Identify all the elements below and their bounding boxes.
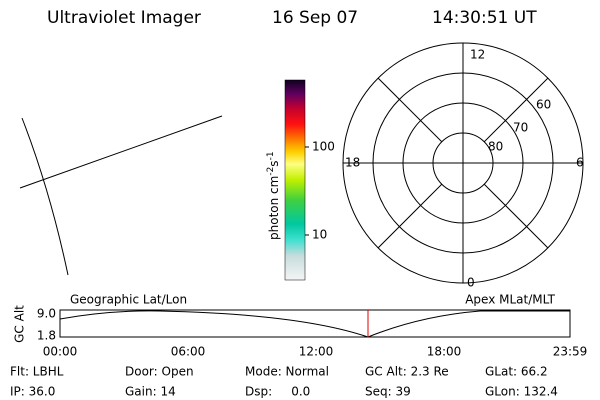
unit-text: photon cm [267,176,281,240]
status-field: Dsp: 0.0 [245,385,310,399]
unit-text: s [267,160,281,166]
time: 14:30:51 UT [432,8,537,28]
mlt-label: 18 [345,156,360,170]
time-tick-label: 23:59 [553,345,588,359]
timeline-axis-label: GC Alt [13,305,27,343]
title: Ultraviolet Imager [47,8,201,28]
geo-grid [19,115,223,276]
lat-label: 70 [513,121,528,135]
unit-exp: -2 [266,167,276,176]
status-field: Flt: LBHL [10,365,64,379]
time-tick-label: 12:00 [299,345,334,359]
status-field: Mode: Normal [245,365,329,379]
lat-label: 60 [536,98,551,112]
time-tick-label: 18:00 [427,345,462,359]
timeline-right-label: Apex MLat/MLT [465,293,555,307]
status-field: Door: Open [125,365,194,379]
colorbar [284,79,306,281]
status-field: GC Alt: 2.3 Re [365,365,449,379]
status-field: Seq: 39 [365,385,411,399]
date: 16 Sep 07 [272,8,358,28]
unit-exp: -1 [266,151,276,160]
time-tick-label: 06:00 [171,345,206,359]
timeline-box [59,309,571,338]
altitude-curve [59,310,570,338]
time-tick-label: 00:00 [43,345,78,359]
mlt-label: 0 [467,276,475,290]
timeline-left-label: Geographic Lat/Lon [70,293,187,307]
colorbar-unit: photon cm-2s-1 [266,151,281,240]
status-field: GLat: 66.2 [485,365,548,379]
alt-tick-label: 9.0 [37,307,56,321]
mlt-label: 6 [576,156,584,170]
status-field: GLon: 132.4 [485,385,558,399]
status-field: IP: 36.0 [10,385,55,399]
polar-grid [342,42,584,284]
status-field: Gain: 14 [125,385,176,399]
mlt-label: 12 [470,48,485,62]
colorbar-tick-label: 10 [312,228,327,242]
colorbar-tick-label: 100 [312,140,335,154]
alt-tick-label: 1.8 [37,329,56,343]
footer: Flt: LBHL Door: Open Mode: Normal GC Alt: 2… [10,365,558,399]
lat-label: 80 [488,140,503,154]
